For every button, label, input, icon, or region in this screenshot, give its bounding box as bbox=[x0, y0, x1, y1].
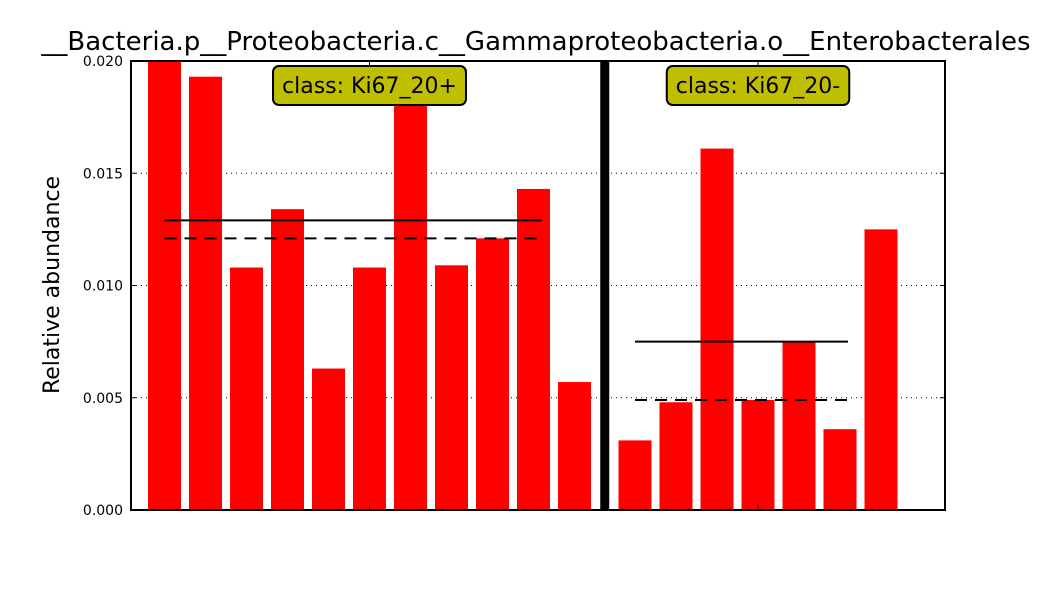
y-tick-label: 0.010 bbox=[83, 279, 123, 295]
bar bbox=[864, 229, 898, 510]
axes: 0.000 0.005 0.010 0.015 0.020 bbox=[83, 54, 946, 519]
class-label: class: Ki67_20+ bbox=[282, 74, 457, 99]
bar bbox=[189, 76, 222, 510]
y-tick-label: 0.020 bbox=[83, 54, 123, 70]
bar bbox=[312, 368, 345, 510]
chart-title: __Bacteria.p__Proteobacteria.c__Gammapro… bbox=[40, 27, 1030, 57]
bar bbox=[823, 429, 857, 510]
class-label-box bbox=[665, 65, 851, 106]
stat-lines bbox=[164, 219, 848, 401]
bar bbox=[700, 148, 734, 510]
bar bbox=[558, 382, 591, 510]
y-tick-label: 0.015 bbox=[83, 166, 123, 182]
group-separator bbox=[600, 61, 610, 510]
bar bbox=[230, 267, 263, 510]
y-axis-label: Relative abundance bbox=[40, 176, 65, 394]
bars bbox=[148, 61, 898, 511]
y-tick-label: 0.005 bbox=[83, 391, 123, 407]
bar bbox=[476, 238, 509, 511]
axes-frame bbox=[130, 60, 946, 511]
bar bbox=[517, 188, 550, 510]
class-label-box bbox=[272, 65, 467, 106]
class-label: class: Ki67_20- bbox=[676, 74, 840, 99]
bar bbox=[782, 341, 816, 510]
bar bbox=[271, 209, 304, 511]
bar bbox=[659, 402, 693, 510]
bar bbox=[435, 265, 468, 510]
bar bbox=[394, 87, 427, 510]
bar bbox=[148, 61, 181, 510]
y-tick-label: 0.000 bbox=[83, 503, 123, 519]
class-labels: class: Ki67_20+ class: Ki67_20- bbox=[272, 65, 851, 106]
bar bbox=[741, 399, 775, 510]
bar bbox=[618, 440, 652, 510]
bar bbox=[353, 267, 386, 510]
